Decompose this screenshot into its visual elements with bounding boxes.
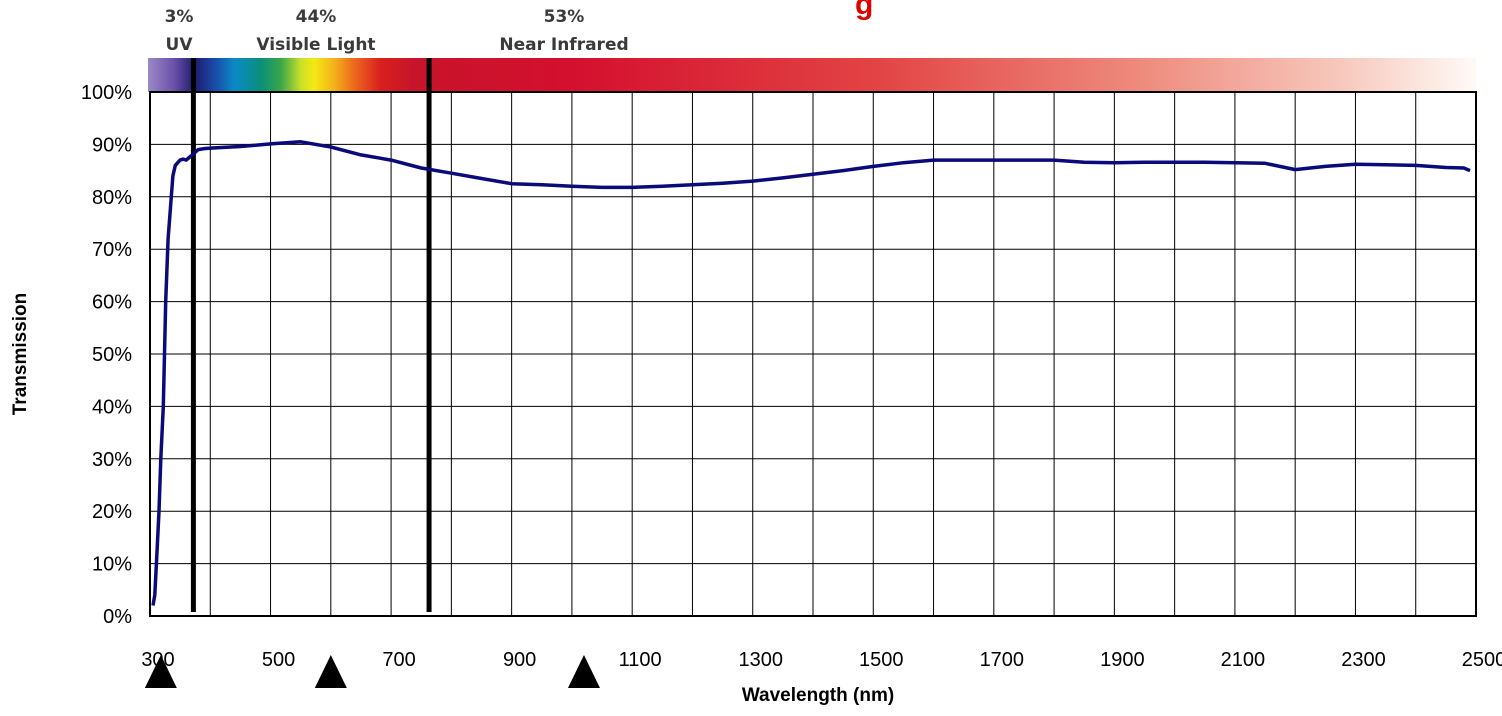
x-tick-label: 2500	[1462, 649, 1502, 671]
x-tick-label: 900	[503, 649, 536, 671]
x-axis-ticks: 300 500 700 900 1100 1300 1500 1700 1900 2100 2300…	[141, 649, 1502, 671]
wavelength-marker-triangle	[567, 655, 600, 688]
grid	[150, 92, 1476, 616]
y-tick-label: 40%	[92, 396, 132, 418]
x-tick-label: 500	[262, 649, 295, 671]
y-tick-label: 50%	[92, 344, 132, 366]
region-boundaries	[190, 58, 432, 612]
y-tick-label: 60%	[92, 292, 132, 314]
wavelength-marker-triangle	[314, 655, 347, 688]
x-tick-label: 700	[382, 649, 415, 671]
region-uv-percent: 3%	[165, 7, 194, 27]
y-tick-label: 80%	[92, 187, 132, 209]
x-tick-label: 1900	[1100, 649, 1145, 671]
y-tick-label: 70%	[92, 239, 132, 261]
y-tick-label: 100%	[81, 82, 132, 104]
x-tick-label: 2300	[1341, 649, 1386, 671]
region-nir-name: Near Infrared	[499, 35, 628, 55]
y-tick-label: 10%	[92, 554, 132, 576]
x-tick-label: 1300	[738, 649, 783, 671]
region-uv-name: UV	[166, 35, 194, 55]
transmission-series-line	[151, 140, 1471, 606]
y-tick-label: 30%	[92, 449, 132, 471]
y-axis-ticks: 0% 10% 20% 30% 40% 50% 60% 70% 80% 90% 100%	[81, 82, 132, 628]
region-visible-name: Visible Light	[256, 35, 375, 55]
x-axis-title: Wavelength (nm)	[742, 685, 894, 706]
x-tick-label: 1700	[980, 649, 1025, 671]
x-tick-label: 1100	[619, 649, 662, 671]
y-tick-label: 90%	[92, 134, 132, 156]
region-visible-percent: 44%	[296, 7, 337, 27]
region-nir-percent: 53%	[544, 7, 585, 27]
chart-title-fragment: g	[855, 0, 873, 21]
wavelength-markers	[144, 655, 600, 688]
y-tick-label: 20%	[92, 501, 132, 523]
x-tick-label: 300	[141, 649, 174, 671]
x-tick-label: 2100	[1221, 649, 1266, 671]
y-axis-title: Transmission	[10, 293, 31, 416]
y-tick-label: 0%	[103, 606, 132, 628]
spectrum-bar	[148, 58, 1476, 92]
region-labels: 3% UV 44% Visible Light 53% Near Infrare…	[165, 7, 629, 55]
wavelength-marker-triangle	[144, 655, 177, 688]
x-tick-label: 1500	[859, 649, 904, 671]
plot-frame	[149, 91, 1477, 617]
